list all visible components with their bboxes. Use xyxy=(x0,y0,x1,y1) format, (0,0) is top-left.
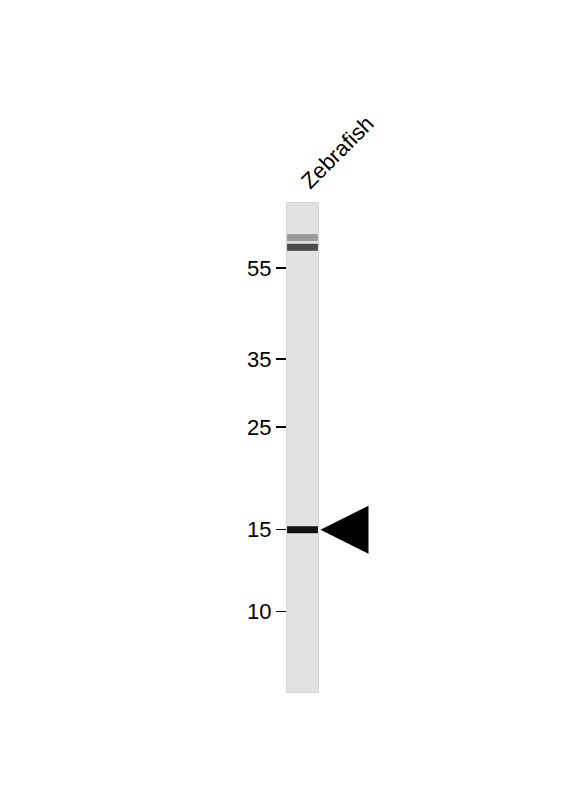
svg-text:Zebrafish: Zebrafish xyxy=(296,111,379,194)
svg-text:55: 55 xyxy=(247,256,271,281)
svg-text:35: 35 xyxy=(247,347,271,372)
svg-text:10: 10 xyxy=(247,599,271,624)
svg-text:25: 25 xyxy=(247,415,271,440)
svg-text:15: 15 xyxy=(247,517,271,542)
